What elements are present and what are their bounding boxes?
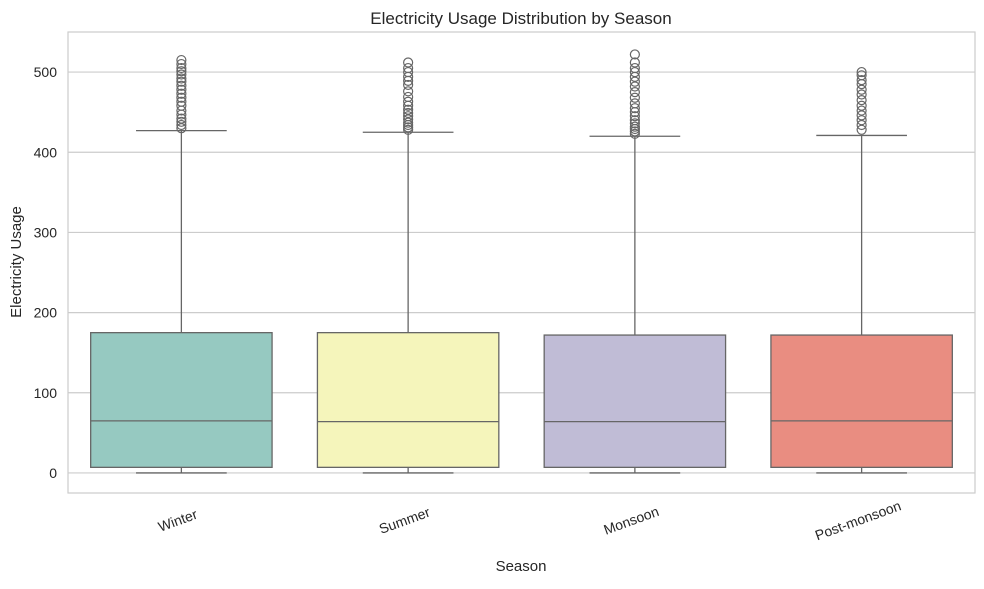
- outlier-point: [403, 96, 414, 107]
- outlier-point: [856, 124, 867, 135]
- y-tick-label: 400: [34, 144, 58, 160]
- outlier-point: [176, 116, 187, 127]
- outlier-point: [629, 121, 640, 132]
- outlier-point: [629, 87, 640, 98]
- x-tick-label: Post-monsoon: [813, 497, 903, 543]
- outlier-point: [176, 100, 187, 111]
- outlier-point: [176, 123, 187, 134]
- outlier-point: [176, 96, 187, 107]
- outlier-point: [629, 128, 640, 139]
- outlier-point: [403, 122, 414, 133]
- x-axis-label: Season: [496, 558, 547, 575]
- outlier-point: [403, 66, 414, 78]
- outlier-point: [856, 66, 867, 78]
- outlier-point: [856, 115, 867, 126]
- y-tick-label: 200: [34, 305, 58, 321]
- outlier-point: [856, 95, 867, 106]
- x-tick-label: Winter: [156, 506, 200, 535]
- outlier-point: [403, 57, 414, 68]
- outlier-point: [403, 124, 414, 135]
- y-tick-label: 300: [34, 224, 58, 240]
- x-tick-label: Monsoon: [601, 503, 661, 538]
- outlier-point: [176, 76, 187, 87]
- outlier-point: [629, 126, 640, 137]
- outlier-point: [176, 113, 187, 124]
- outlier-point: [856, 119, 867, 131]
- box-iqr: [543, 334, 727, 468]
- outlier-point: [856, 70, 867, 81]
- outlier-point: [629, 49, 640, 60]
- outlier-point: [176, 69, 187, 80]
- y-tick-labels: 0 100 200 300 400 500: [34, 64, 58, 481]
- outlier-point: [856, 100, 867, 111]
- outlier-point: [403, 79, 414, 91]
- box-group: [90, 54, 273, 474]
- box-iqr: [90, 332, 273, 468]
- outlier-point: [403, 62, 414, 74]
- outlier-point: [856, 105, 867, 116]
- x-tick-labels: Winter Summer Monsoon Post-monsoon: [156, 497, 903, 543]
- box-group: [316, 57, 500, 474]
- outlier-point: [629, 57, 640, 68]
- outlier-point: [629, 103, 640, 114]
- outlier-point: [403, 117, 414, 128]
- outlier-point: [403, 107, 414, 119]
- outlier-point: [403, 104, 414, 115]
- outlier-point: [629, 111, 640, 122]
- outlier-point: [176, 62, 187, 74]
- box-group: [543, 49, 727, 474]
- outlier-point: [403, 86, 414, 97]
- outlier-point: [629, 115, 640, 126]
- chart-title: Electricity Usage Distribution by Season: [370, 9, 671, 28]
- outlier-point: [629, 81, 640, 92]
- boxes: [90, 49, 953, 474]
- outlier-point: [856, 110, 867, 121]
- outlier-point: [176, 84, 187, 95]
- outlier-point: [629, 98, 640, 109]
- outlier-point: [176, 119, 187, 131]
- outlier-point: [629, 76, 640, 87]
- y-tick-label: 500: [34, 64, 58, 80]
- outlier-point: [629, 118, 640, 129]
- outlier-point: [403, 111, 414, 122]
- outlier-point: [176, 88, 187, 99]
- outlier-point: [629, 66, 640, 78]
- outlier-point: [176, 58, 187, 70]
- outlier-point: [629, 62, 640, 74]
- outlier-point: [176, 66, 187, 77]
- outlier-point: [856, 75, 867, 86]
- outlier-point: [176, 92, 187, 103]
- box-iqr: [316, 332, 500, 468]
- outlier-point: [403, 114, 414, 125]
- outlier-point: [176, 80, 187, 91]
- outlier-point: [403, 91, 414, 103]
- y-axis-label: Electricity Usage: [8, 206, 25, 318]
- outlier-point: [629, 92, 640, 103]
- box-iqr: [770, 334, 953, 468]
- box-group: [770, 66, 953, 474]
- outlier-point: [176, 54, 187, 66]
- outlier-point: [856, 89, 867, 100]
- y-tick-label: 100: [34, 385, 58, 401]
- plot-frame: [67, 31, 976, 494]
- outlier-point: [856, 84, 867, 95]
- y-tick-label: 0: [49, 465, 57, 481]
- outlier-point: [176, 73, 187, 84]
- x-tick-label: Summer: [377, 504, 432, 537]
